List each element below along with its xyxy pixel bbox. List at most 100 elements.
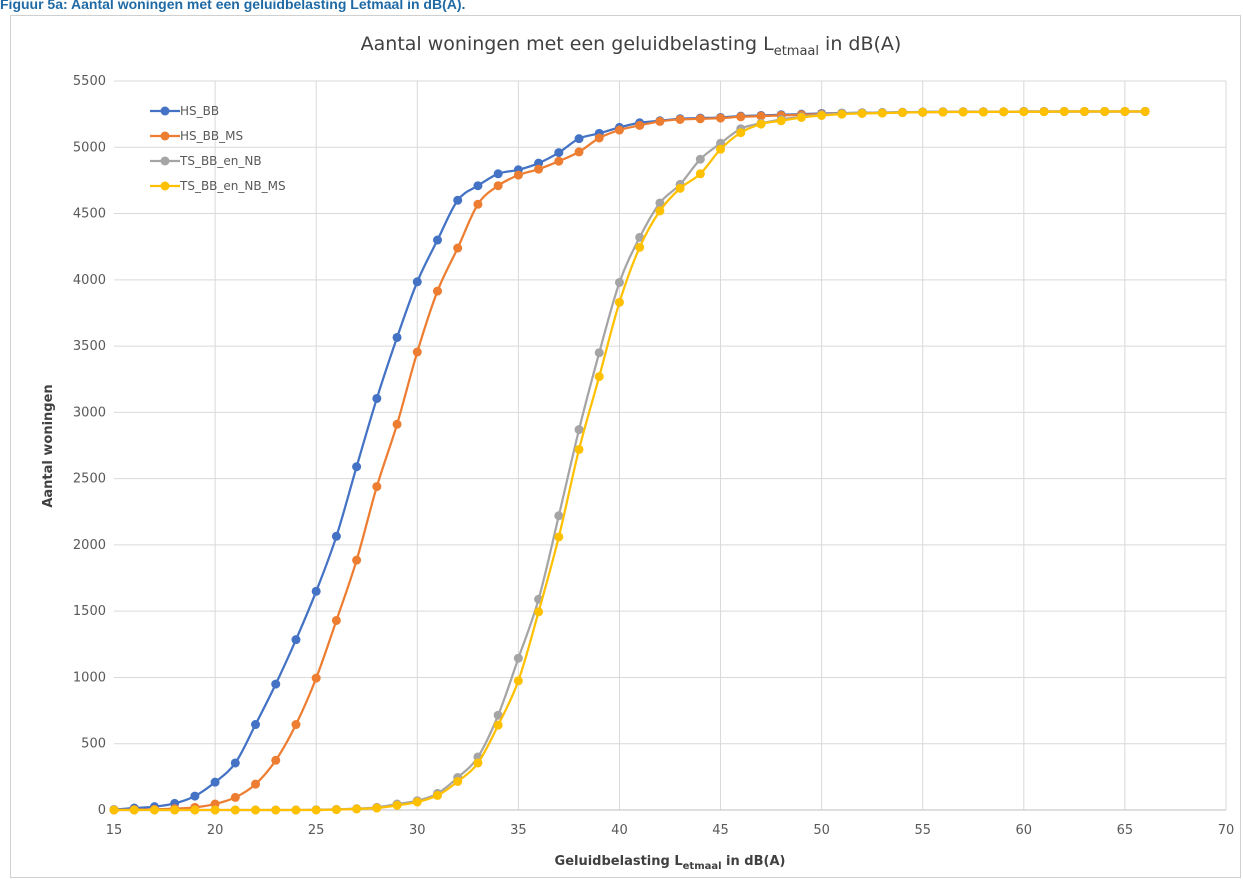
data-point xyxy=(978,107,988,117)
data-point xyxy=(1120,106,1130,116)
y-axis-title: Aantal woningen xyxy=(41,384,56,507)
y-tick-label: 1000 xyxy=(73,670,106,685)
data-point xyxy=(372,482,382,492)
x-tick-label: 65 xyxy=(1117,823,1134,838)
data-point xyxy=(898,108,908,118)
data-point xyxy=(695,154,705,164)
data-point xyxy=(170,805,180,815)
y-tick-label: 500 xyxy=(81,737,106,752)
data-point xyxy=(210,777,220,787)
data-point xyxy=(251,779,261,789)
x-axis-title: Geluidbelasting Letmaal in dB(A) xyxy=(555,854,786,872)
data-point xyxy=(554,156,564,166)
series-ts-bb-en-nb-ms xyxy=(109,106,1150,815)
data-point xyxy=(695,114,705,124)
x-tick-label: 25 xyxy=(308,823,325,838)
legend-marker xyxy=(160,181,170,191)
data-point xyxy=(412,347,422,357)
series-line xyxy=(114,110,1146,812)
data-point xyxy=(230,805,240,815)
y-tick-label: 4500 xyxy=(73,207,106,222)
legend-label: HS_BB_MS xyxy=(180,129,243,143)
y-tick-label: 5500 xyxy=(73,74,106,89)
data-point xyxy=(392,800,402,810)
data-point xyxy=(999,107,1009,117)
data-point xyxy=(655,198,665,208)
data-point xyxy=(311,673,321,683)
data-point xyxy=(453,243,463,253)
legend-label: TS_BB_en_NB_MS xyxy=(179,179,286,193)
x-tick-labels: 15 20 25 30 35 40 45 50 55 60 65 70 xyxy=(106,823,1235,838)
data-point xyxy=(1059,106,1069,116)
y-tick-label: 3500 xyxy=(73,339,106,354)
data-point xyxy=(271,755,281,765)
data-point xyxy=(574,444,584,454)
data-point xyxy=(493,181,503,191)
data-point xyxy=(1140,106,1150,116)
data-point xyxy=(635,120,645,130)
data-point xyxy=(736,128,746,138)
chart-title: Aantal woningen met een geluidbelasting … xyxy=(361,33,902,59)
data-point xyxy=(817,110,827,120)
data-point xyxy=(352,555,362,565)
data-point xyxy=(554,148,564,158)
data-point xyxy=(230,758,240,768)
data-point xyxy=(251,805,261,815)
x-tick-label: 30 xyxy=(409,823,426,838)
data-point xyxy=(149,805,159,815)
data-point xyxy=(190,805,200,815)
data-point xyxy=(271,679,281,689)
data-point xyxy=(271,805,281,815)
data-point xyxy=(331,615,341,625)
y-tick-label: 4000 xyxy=(73,273,106,288)
data-point xyxy=(493,710,503,720)
data-point xyxy=(675,183,685,193)
data-point xyxy=(594,372,604,382)
data-point xyxy=(311,586,321,596)
data-point xyxy=(574,147,584,157)
data-point xyxy=(837,109,847,119)
series-layer xyxy=(109,106,1150,815)
y-tick-label: 2000 xyxy=(73,538,106,553)
x-tick-label: 50 xyxy=(813,823,830,838)
data-point xyxy=(109,805,119,815)
legend-marker xyxy=(160,106,170,116)
data-point xyxy=(695,169,705,179)
data-point xyxy=(331,805,341,815)
data-point xyxy=(432,235,442,245)
data-point xyxy=(918,107,928,117)
data-point xyxy=(513,676,523,686)
data-point xyxy=(513,653,523,663)
data-point xyxy=(1039,107,1049,117)
data-point xyxy=(190,791,200,801)
data-point xyxy=(716,144,726,154)
legend-item: TS_BB_en_NB_MS xyxy=(150,179,286,193)
y-tick-labels: 0 500 1000 1500 2000 2500 3000 3500 4000 4500 5000… xyxy=(73,74,106,818)
data-point xyxy=(614,297,624,307)
series-line xyxy=(113,110,1146,812)
data-point xyxy=(291,635,301,645)
data-point xyxy=(412,277,422,287)
data-point xyxy=(352,804,362,814)
x-tick-label: 20 xyxy=(207,823,224,838)
data-point xyxy=(230,792,240,802)
data-point xyxy=(392,332,402,342)
legend-item: HS_BB xyxy=(150,104,219,118)
data-point xyxy=(796,112,806,122)
data-point xyxy=(614,125,624,135)
x-tick-label: 15 xyxy=(106,823,123,838)
data-point xyxy=(291,805,301,815)
data-point xyxy=(1100,106,1110,116)
data-point xyxy=(372,803,382,813)
data-point xyxy=(574,134,584,144)
y-tick-label: 3000 xyxy=(73,405,106,420)
y-tick-label: 5000 xyxy=(73,140,106,155)
data-point xyxy=(372,393,382,403)
data-point xyxy=(958,107,968,117)
y-tick-label: 0 xyxy=(98,803,106,818)
data-point xyxy=(473,758,483,768)
data-point xyxy=(655,116,665,126)
data-point xyxy=(756,111,766,121)
data-point xyxy=(453,777,463,787)
data-point xyxy=(776,116,786,126)
